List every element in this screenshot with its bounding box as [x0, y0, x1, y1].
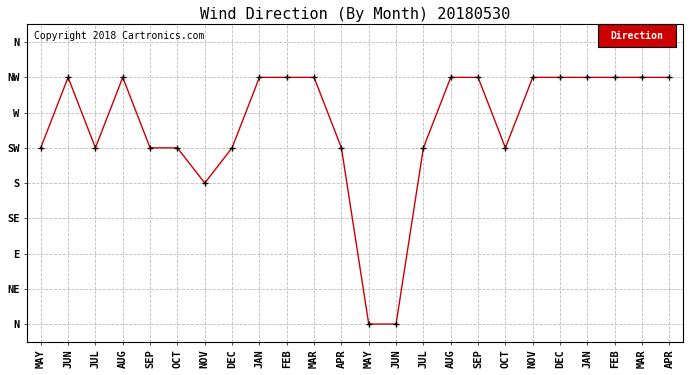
Title: Wind Direction (By Month) 20180530: Wind Direction (By Month) 20180530 [200, 7, 510, 22]
Text: Direction: Direction [611, 31, 664, 40]
FancyBboxPatch shape [598, 24, 676, 47]
Text: Copyright 2018 Cartronics.com: Copyright 2018 Cartronics.com [34, 31, 204, 41]
